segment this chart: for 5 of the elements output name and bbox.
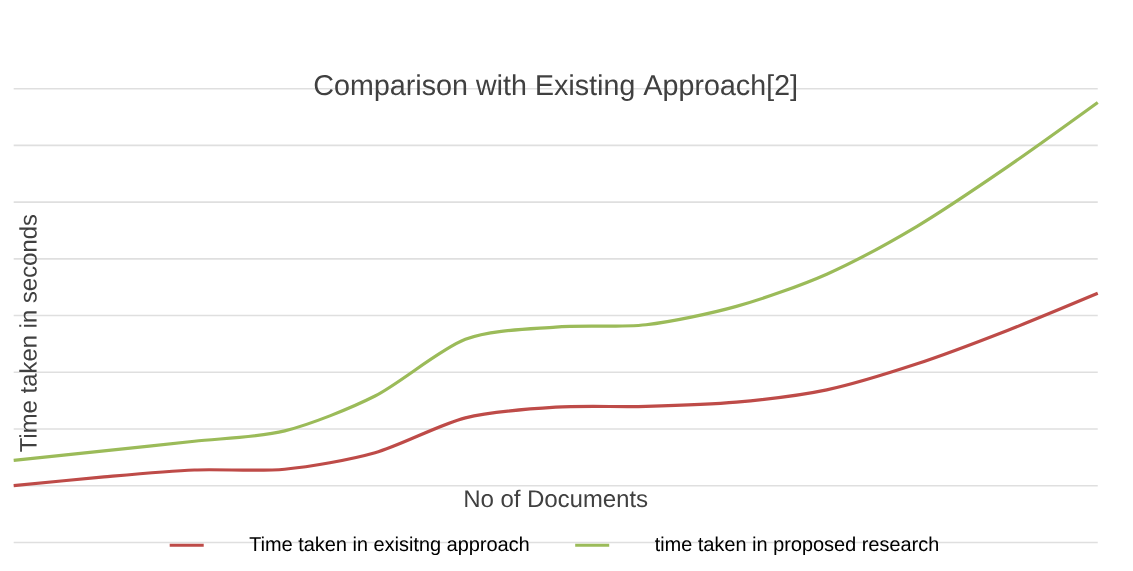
- chart-title: Comparison with Existing Approach[2]: [314, 74, 797, 102]
- y-axis-title: Time taken in seconds: [19, 215, 37, 452]
- legend-label: Time taken in exisitng approach: [249, 536, 529, 556]
- legend-label: time taken in proposed research: [654, 536, 938, 556]
- x-axis-title: No of Documents: [465, 489, 648, 508]
